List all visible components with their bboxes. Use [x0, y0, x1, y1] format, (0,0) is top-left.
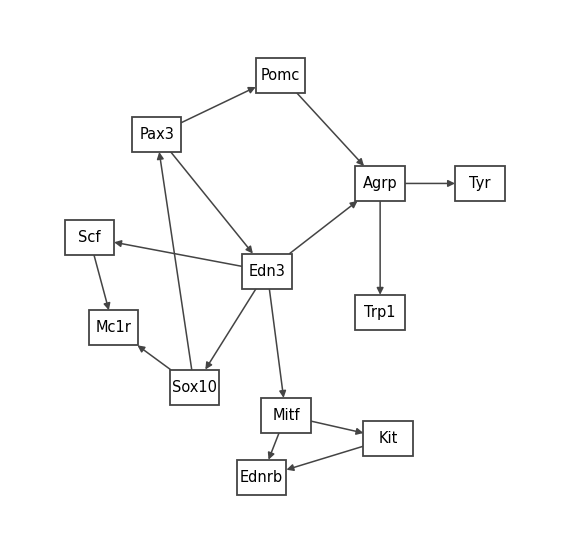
- Text: Agrp: Agrp: [363, 176, 397, 191]
- Text: Sox10: Sox10: [172, 380, 217, 395]
- Text: Edn3: Edn3: [249, 264, 286, 279]
- Text: Kit: Kit: [379, 431, 398, 446]
- FancyBboxPatch shape: [364, 421, 413, 456]
- FancyBboxPatch shape: [261, 398, 311, 433]
- FancyBboxPatch shape: [355, 166, 405, 201]
- Text: Mitf: Mitf: [272, 408, 300, 423]
- FancyBboxPatch shape: [65, 220, 114, 255]
- FancyBboxPatch shape: [455, 166, 504, 201]
- Text: Pax3: Pax3: [139, 127, 174, 142]
- Text: Tyr: Tyr: [469, 176, 490, 191]
- FancyBboxPatch shape: [256, 57, 305, 93]
- Text: Trp1: Trp1: [365, 305, 396, 320]
- Text: Pomc: Pomc: [261, 68, 300, 83]
- FancyBboxPatch shape: [132, 117, 181, 152]
- Text: Scf: Scf: [78, 230, 100, 245]
- FancyBboxPatch shape: [89, 310, 139, 345]
- FancyBboxPatch shape: [242, 253, 292, 288]
- FancyBboxPatch shape: [355, 295, 405, 330]
- Text: Mc1r: Mc1r: [95, 320, 131, 335]
- FancyBboxPatch shape: [237, 460, 287, 495]
- FancyBboxPatch shape: [169, 369, 219, 404]
- Text: Ednrb: Ednrb: [240, 470, 283, 485]
